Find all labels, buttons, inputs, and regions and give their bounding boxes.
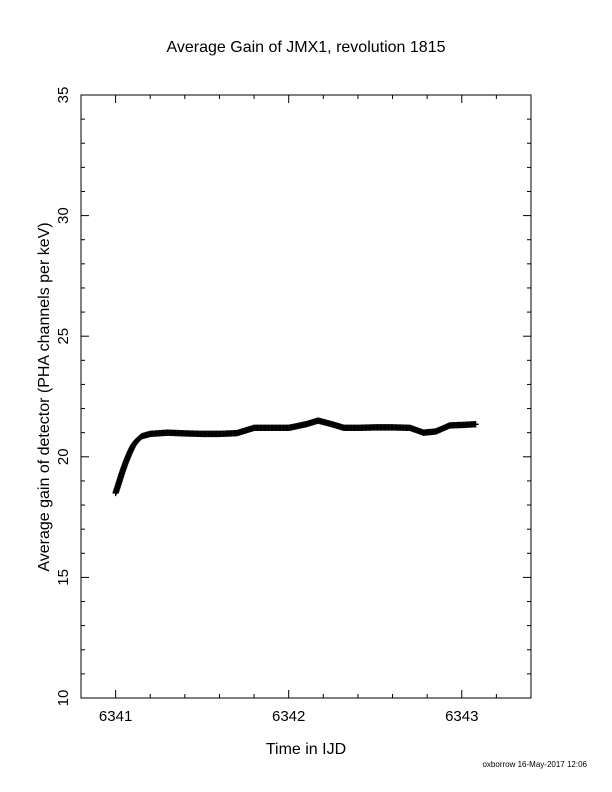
x-tick-labels: 6341 6342 6343 [99, 708, 479, 725]
y-tick-label: 10 [55, 690, 72, 707]
x-axis-label: Time in IJD [266, 741, 346, 758]
data-point [472, 421, 479, 428]
y-tick-label: 30 [55, 207, 72, 224]
y-tick-label: 25 [55, 328, 72, 345]
y-tick-label: 15 [55, 569, 72, 586]
x-tick-label: 6343 [445, 708, 478, 725]
y-tick-labels: 10 15 20 25 30 35 [55, 87, 72, 707]
major-ticks [81, 94, 531, 699]
y-tick-label: 35 [55, 87, 72, 104]
x-tick-label: 6342 [272, 708, 305, 725]
chart-title: Average Gain of JMX1, revolution 1815 [167, 39, 446, 56]
minor-ticks [80, 95, 532, 698]
data-series [112, 417, 479, 497]
plot-frame [80, 94, 532, 699]
footer-credit: oxborrow 16-May-2017 12:06 [482, 760, 587, 769]
y-tick-label: 20 [55, 448, 72, 465]
x-tick-label: 6341 [99, 708, 132, 725]
y-axis-label: Average gain of detector (PHA channels p… [36, 222, 53, 571]
